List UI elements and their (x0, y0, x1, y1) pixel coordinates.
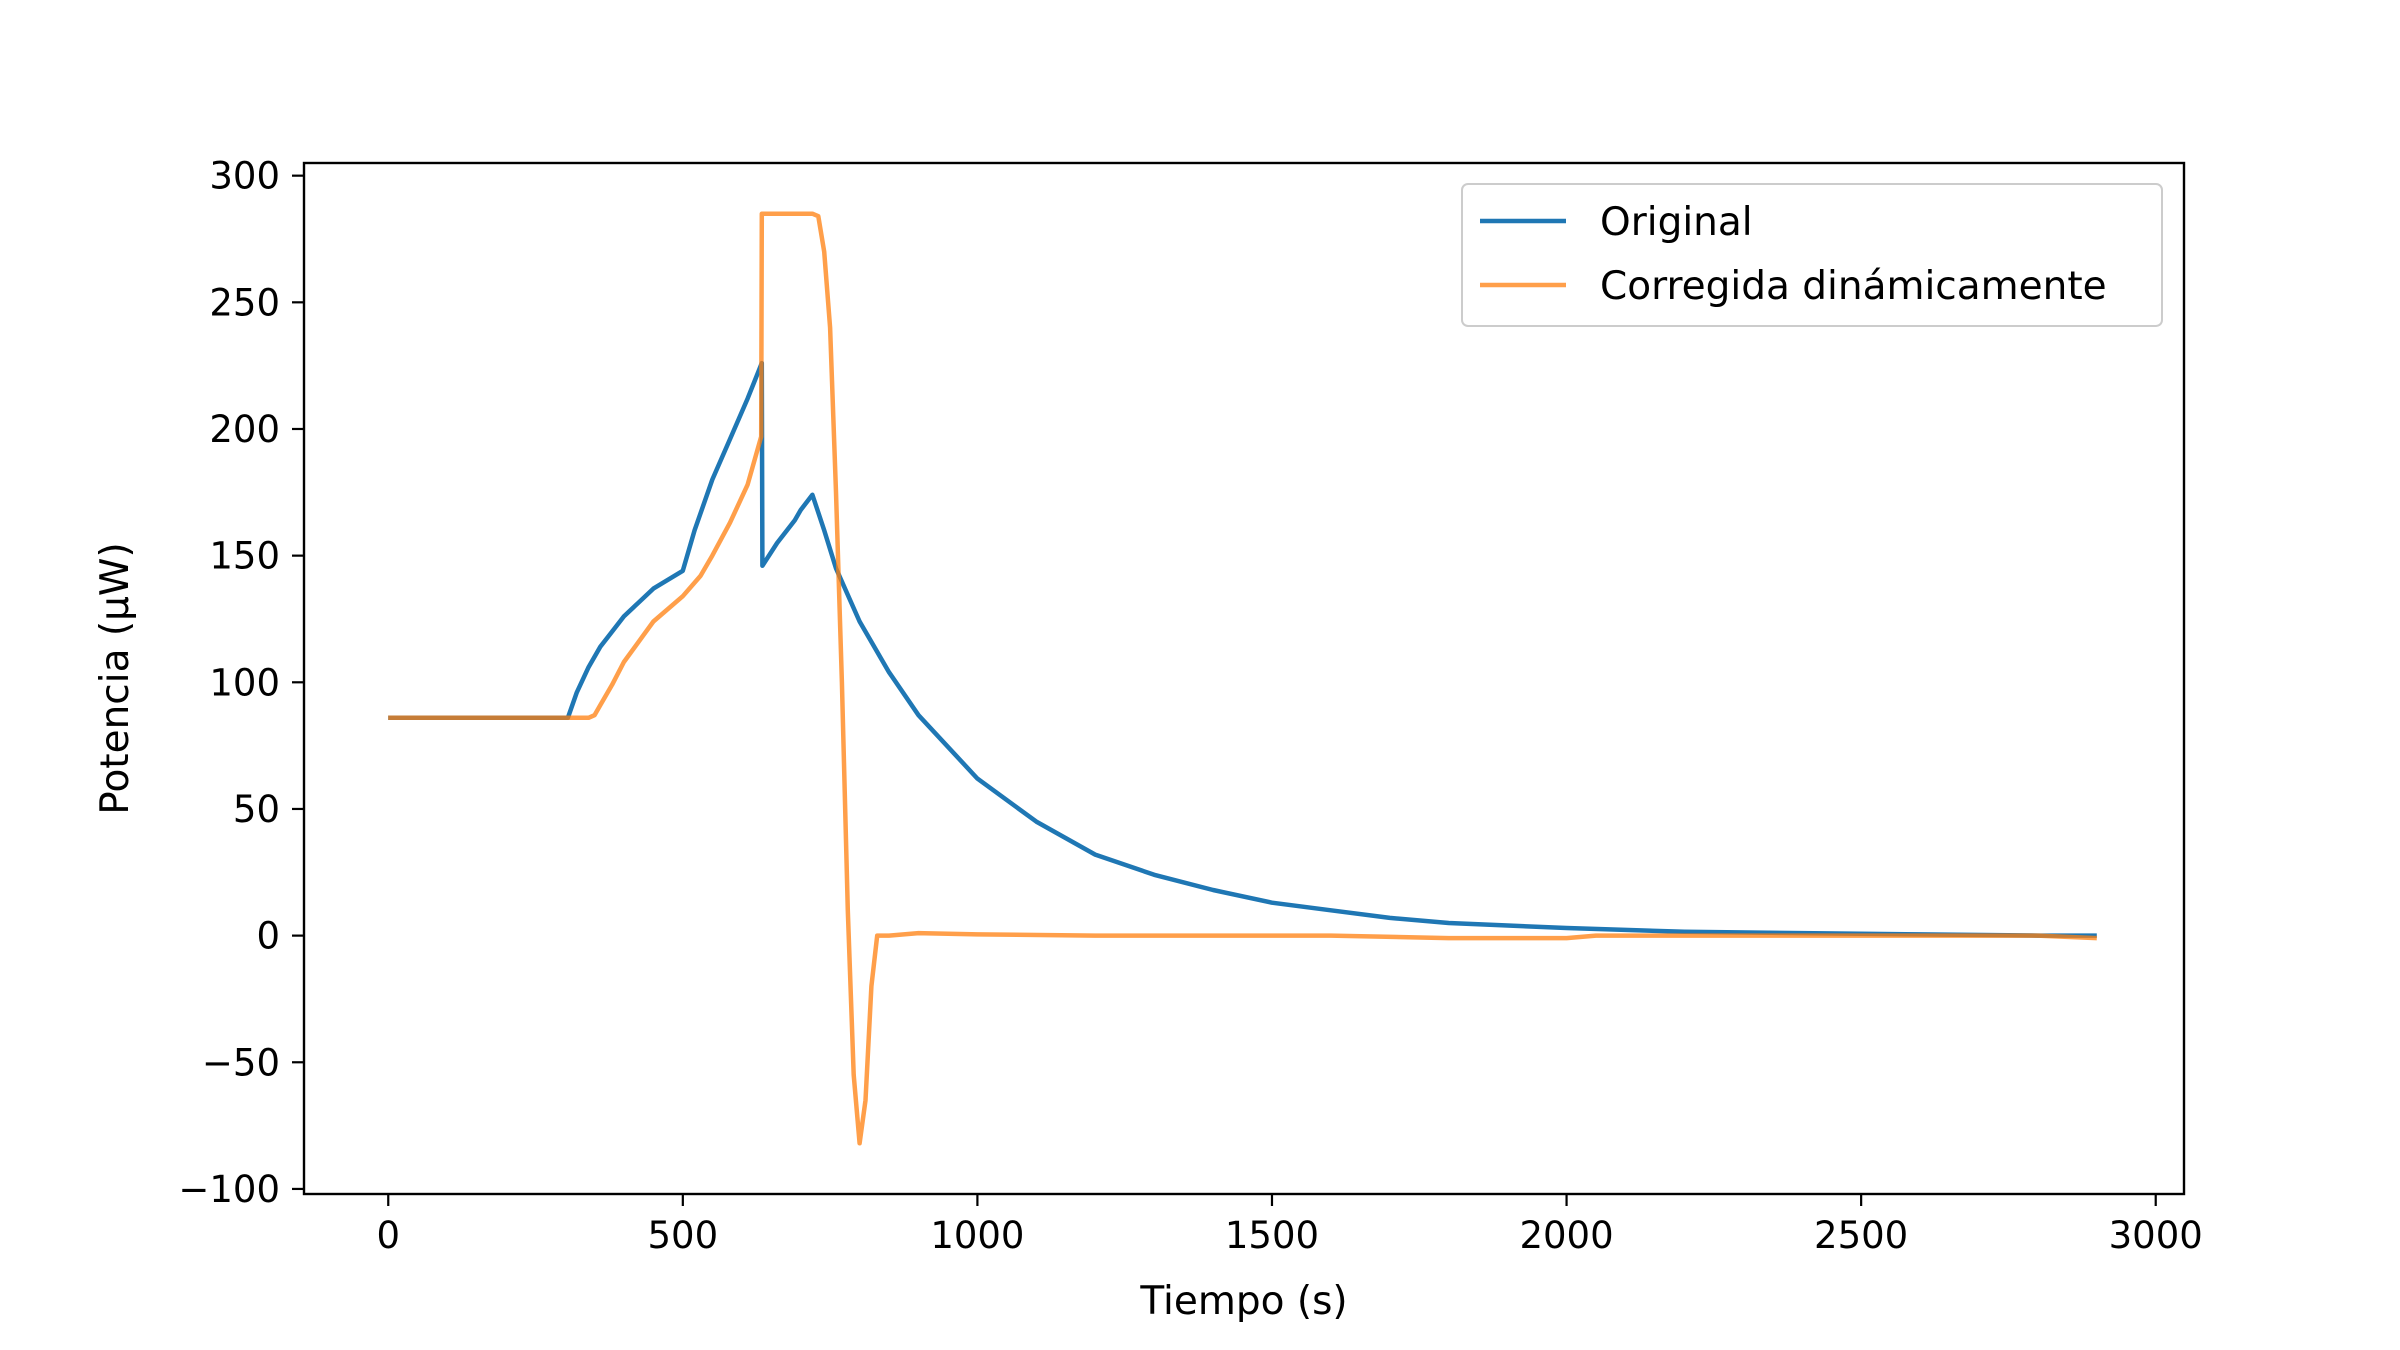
y-tick-label: 200 (209, 408, 280, 451)
x-axis-label: Tiempo (s) (1139, 1279, 1347, 1324)
plot-frame (302, 161, 2186, 1196)
x-tick-label: 1000 (930, 1214, 1024, 1257)
x-tick-label: 1500 (1225, 1214, 1319, 1257)
legend: Original Corregida dinámicamente (1461, 183, 2163, 327)
y-tick-label: 150 (209, 535, 280, 578)
legend-label-original: Original (1600, 200, 1753, 245)
y-tick-label: −100 (178, 1168, 280, 1211)
series-line-corregida (388, 211, 2097, 1146)
y-tick-label: 100 (209, 661, 280, 704)
series-layer (388, 211, 2097, 1146)
y-axis-label: Potencia (μW) (93, 542, 138, 814)
x-tick-label: 0 (376, 1214, 400, 1257)
y-tick-label: −50 (202, 1041, 280, 1084)
y-tick-label: 300 (209, 155, 280, 198)
legend-label-corregida: Corregida dinámicamente (1600, 264, 2107, 309)
legend-box (1461, 183, 2163, 327)
x-tick-label: 3000 (2109, 1214, 2203, 1257)
series-line-original (388, 360, 2097, 938)
y-tick-label: 50 (233, 788, 280, 831)
x-axis-ticks: 0 500 1000 1500 2000 2500 3000 (376, 1194, 2203, 1257)
y-axis-ticks: −100 −50 0 50 100 150 200 250 300 (178, 155, 304, 1211)
x-tick-label: 2500 (1814, 1214, 1908, 1257)
y-tick-label: 250 (209, 281, 280, 324)
x-tick-label: 500 (648, 1214, 719, 1257)
y-tick-label: 0 (256, 915, 280, 958)
x-tick-label: 2000 (1519, 1214, 1613, 1257)
